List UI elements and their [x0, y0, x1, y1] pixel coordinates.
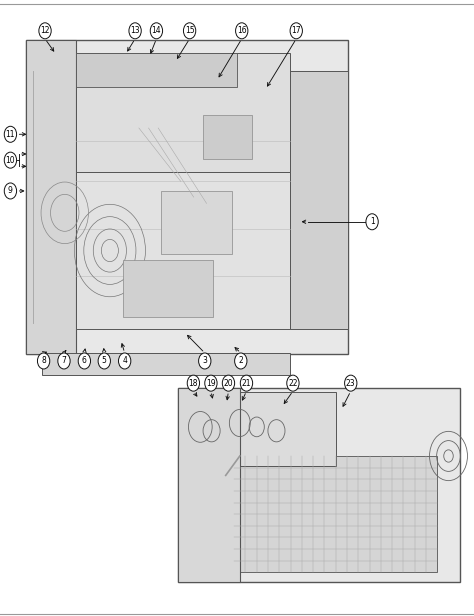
Text: 20: 20 [224, 379, 233, 387]
Circle shape [290, 23, 302, 39]
Circle shape [4, 183, 17, 199]
Circle shape [58, 353, 70, 369]
Text: 6: 6 [82, 357, 87, 365]
Circle shape [240, 375, 253, 391]
Text: 11: 11 [6, 130, 15, 139]
Text: 17: 17 [292, 26, 301, 35]
FancyBboxPatch shape [42, 352, 291, 375]
Text: 8: 8 [41, 357, 46, 365]
Circle shape [4, 126, 17, 142]
Circle shape [187, 375, 200, 391]
FancyBboxPatch shape [234, 456, 437, 572]
FancyBboxPatch shape [26, 40, 76, 354]
Text: 18: 18 [189, 379, 198, 387]
Text: 12: 12 [40, 26, 50, 35]
Text: 4: 4 [122, 357, 127, 365]
Text: 15: 15 [185, 26, 194, 35]
Circle shape [345, 375, 357, 391]
Circle shape [222, 375, 235, 391]
Text: 1: 1 [370, 217, 374, 226]
Text: 7: 7 [62, 357, 66, 365]
Text: 16: 16 [237, 26, 246, 35]
Circle shape [39, 23, 51, 39]
Text: 2: 2 [238, 357, 243, 365]
Text: 13: 13 [130, 26, 140, 35]
Circle shape [366, 214, 378, 230]
Circle shape [150, 23, 163, 39]
Circle shape [37, 353, 50, 369]
Text: 10: 10 [6, 156, 15, 164]
FancyBboxPatch shape [26, 40, 348, 354]
FancyBboxPatch shape [76, 52, 237, 87]
Circle shape [98, 353, 110, 369]
Circle shape [236, 23, 248, 39]
FancyBboxPatch shape [178, 388, 460, 582]
Circle shape [287, 375, 299, 391]
FancyBboxPatch shape [203, 115, 252, 160]
Text: 22: 22 [288, 379, 298, 387]
Circle shape [199, 353, 211, 369]
Circle shape [118, 353, 131, 369]
Text: 19: 19 [206, 379, 216, 387]
FancyBboxPatch shape [178, 388, 240, 582]
FancyBboxPatch shape [123, 260, 213, 317]
FancyBboxPatch shape [181, 392, 336, 466]
Text: 23: 23 [346, 379, 356, 387]
FancyBboxPatch shape [76, 172, 291, 329]
FancyBboxPatch shape [291, 71, 348, 329]
Circle shape [129, 23, 141, 39]
Text: 5: 5 [102, 357, 107, 365]
Circle shape [205, 375, 217, 391]
Text: 21: 21 [242, 379, 251, 387]
FancyBboxPatch shape [162, 191, 232, 254]
Text: 14: 14 [152, 26, 161, 35]
Text: 9: 9 [8, 187, 13, 195]
Text: 3: 3 [202, 357, 207, 365]
Circle shape [183, 23, 196, 39]
FancyBboxPatch shape [76, 52, 291, 172]
Circle shape [4, 152, 17, 168]
Circle shape [78, 353, 91, 369]
Circle shape [235, 353, 247, 369]
